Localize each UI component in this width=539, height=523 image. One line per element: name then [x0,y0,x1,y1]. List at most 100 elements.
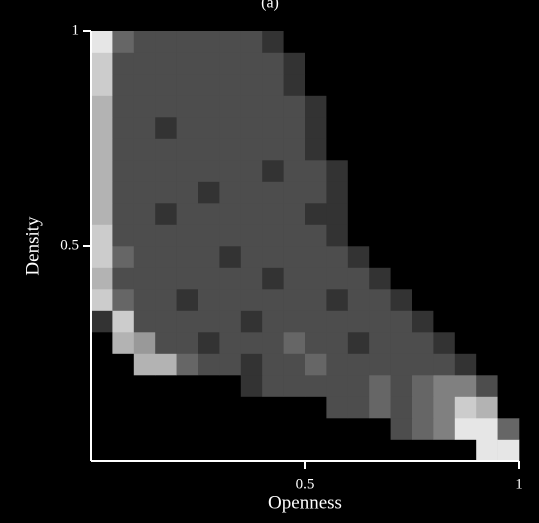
heat-cell [390,138,413,161]
heat-cell [240,31,263,53]
heat-cell [283,310,306,333]
heat-cell [433,160,456,182]
heat-cell [112,332,135,354]
heat-cell [390,289,413,311]
heat-cell [133,138,156,161]
heat-cell [240,246,263,268]
heat-cell [326,310,349,333]
heat-cell [240,375,263,397]
heat-cell [283,246,306,268]
heat-cell [283,396,306,419]
heat-cell [283,74,306,96]
heat-cell [390,310,413,333]
heat-cell [433,289,456,311]
heat-cell [476,203,498,225]
heat-cell [112,138,135,161]
heat-cell [133,160,156,182]
heat-cell [305,52,327,75]
heat-cell [412,289,434,311]
heat-cell [198,439,220,462]
heat-cell [219,396,242,419]
heat-cell [412,203,434,225]
heat-cell [176,396,199,419]
heat-cell [305,95,327,118]
heat-cell [454,375,477,397]
heat-cell [198,246,220,268]
heat-cell [412,439,434,462]
heat-cell [198,74,220,96]
heat-cell [155,31,177,53]
heat-cell [176,31,199,53]
heat-cell [412,138,434,161]
heat-cell [497,138,520,161]
heat-cell [476,95,498,118]
heat-cell [476,289,498,311]
heat-cell [91,74,113,96]
heat-cell [262,439,284,462]
heat-cell [240,418,263,440]
heat-cell [155,74,177,96]
heat-cell [497,31,520,53]
heat-cell [262,203,284,225]
heat-cell [305,224,327,247]
heat-cell [476,375,498,397]
heat-cell [91,418,113,440]
heat-cell [198,95,220,118]
heat-cell [347,52,370,75]
heat-cell [198,353,220,376]
heat-cell [497,160,520,182]
heat-cell [198,31,220,53]
heat-cell [283,267,306,290]
heat-cell [454,332,477,354]
heat-cell [219,181,242,204]
heat-cell [433,95,456,118]
heat-cell [369,203,391,225]
heat-cell [155,95,177,118]
heat-cell [326,353,349,376]
heat-cell [219,310,242,333]
heat-cell [347,310,370,333]
heat-cell [176,224,199,247]
heat-cell [305,310,327,333]
heat-cell [305,267,327,290]
heat-cell [133,224,156,247]
heat-cell [91,353,113,376]
heat-cell [454,203,477,225]
heat-cell [176,267,199,290]
heat-cell [176,246,199,268]
heat-cell [347,224,370,247]
heat-cell [369,246,391,268]
heat-cell [433,138,456,161]
heat-cell [262,74,284,96]
heat-cell [390,267,413,290]
heat-cell [240,117,263,139]
heat-cell [454,31,477,53]
heat-cell [155,439,177,462]
heat-cell [476,160,498,182]
heat-cell [347,95,370,118]
heat-cell [369,74,391,96]
heat-cell [347,203,370,225]
heat-cell [347,375,370,397]
heat-cell [133,289,156,311]
heat-cell [133,203,156,225]
heat-cell [91,31,113,53]
heat-cell [219,267,242,290]
heat-cell [112,310,135,333]
heat-cell [91,52,113,75]
heat-cell [476,74,498,96]
heat-cell [112,160,135,182]
heat-cell [433,246,456,268]
heat-cell [326,138,349,161]
heat-cell [326,117,349,139]
heat-cell [112,375,135,397]
heat-cell [476,396,498,419]
heat-cell [326,181,349,204]
heat-cell [305,74,327,96]
heat-cell [176,418,199,440]
heat-cell [155,353,177,376]
heat-cell [133,246,156,268]
heat-cell [219,289,242,311]
heat-cell [219,224,242,247]
heat-cell [347,267,370,290]
